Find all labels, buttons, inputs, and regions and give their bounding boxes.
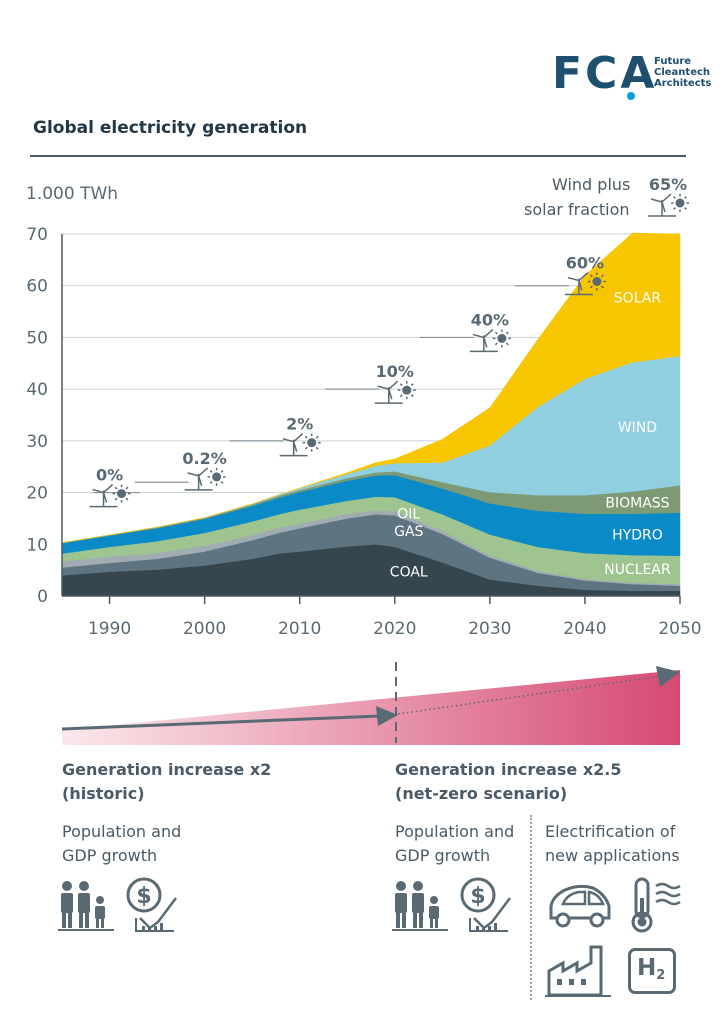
title-divider (30, 155, 686, 157)
svg-text:$: $ (470, 884, 485, 909)
hydrogen-icon: H2 (628, 948, 676, 994)
logo-letters: FCA (552, 48, 658, 99)
x-tick-label: 2020 (373, 619, 416, 639)
fraction-label: 40% (471, 310, 509, 329)
y-axis-unit-label: 1.000 TWh (26, 184, 119, 204)
x-tick-label: 1990 (88, 619, 131, 639)
right-panel-divider (530, 815, 532, 1000)
y-tick-label: 10 (26, 535, 48, 555)
series-label-solar: SOLAR (614, 291, 662, 307)
money-growth-icon: $ (126, 877, 177, 932)
series-label-nuclear: NUCLEAR (604, 562, 671, 578)
factory-icon (545, 945, 611, 997)
x-tick-label: 2000 (183, 619, 226, 639)
heat-thermometer-icon (631, 877, 681, 933)
right-heading-line-2: (net-zero scenario) (395, 784, 568, 803)
fraction-label: 0% (96, 466, 123, 485)
series-label-oil: OIL (397, 506, 420, 522)
wind-solar-caption-line-2: solar fraction (524, 200, 630, 219)
y-tick-label: 30 (26, 432, 48, 452)
left-heading-line-2: (historic) (62, 784, 145, 803)
x-tick-label: 2010 (278, 619, 321, 639)
series-label-biomass: BIOMASS (605, 496, 669, 512)
y-tick-label: 20 (26, 484, 48, 504)
series-label-wind: WIND (618, 420, 657, 436)
wind-solar-icon (647, 193, 690, 217)
generation-growth-bar (61, 662, 680, 745)
hydrogen-icon-subscript: 2 (656, 968, 666, 983)
y-tick-label: 40 (26, 380, 48, 400)
series-label-coal: COAL (390, 564, 428, 580)
wind-solar-icon (278, 432, 322, 457)
electrification-line-2: new applications (545, 846, 680, 865)
growth-wedge (62, 670, 680, 745)
fraction-label: 60% (566, 254, 604, 273)
svg-text:$: $ (136, 884, 151, 909)
logo-text: Future Cleantech Architects (654, 56, 711, 89)
wind-solar-icon (183, 467, 227, 491)
logo-dot (627, 92, 635, 100)
right-driver-line-2: GDP growth (395, 846, 491, 865)
wind-solar-caption-line-1: Wind plus (552, 175, 631, 194)
left-driver-line-1: Population and (62, 822, 182, 841)
y-tick-label: 50 (26, 328, 48, 348)
wind-solar-icon (88, 483, 132, 508)
right-driver-line-1: Population and (395, 822, 515, 841)
left-heading-line-1: Generation increase x2 (62, 760, 272, 779)
y-tick-label: 70 (26, 225, 48, 245)
electrification-line-1: Electrification of (545, 822, 676, 841)
right-heading-line-1: Generation increase x2.5 (395, 760, 622, 779)
historic-growth-arrowhead (376, 706, 398, 726)
series-label-gas: GAS (394, 524, 423, 540)
fraction-label: 0.2% (182, 449, 226, 468)
family-icon (392, 881, 448, 931)
electric-car-icon (549, 884, 611, 928)
fraction-label: 2% (286, 415, 313, 434)
x-tick-label: 2050 (658, 619, 701, 639)
x-tick-label: 2040 (563, 619, 606, 639)
series-label-hydro: HYDRO (612, 527, 663, 543)
fraction-label: 10% (376, 362, 414, 381)
logo-line-3: Architects (654, 78, 712, 89)
historic-growth-arrow-line (61, 714, 381, 731)
family-icon (58, 881, 114, 931)
wind-solar-icon (374, 380, 417, 404)
area-solar (61, 232, 681, 543)
logo-line-2: Cleantech (654, 67, 711, 78)
hydrogen-icon-label: H2 (637, 955, 666, 983)
y-tick-label: 60 (26, 277, 48, 297)
logo-line-1: Future (654, 56, 692, 67)
left-driver-line-2: GDP growth (62, 846, 158, 865)
future-growth-arrowhead (656, 666, 680, 687)
wind-solar-icon (469, 328, 512, 353)
fraction-label: 65% (649, 175, 687, 194)
money-growth-icon: $ (460, 877, 511, 932)
x-tick-label: 2030 (468, 619, 511, 639)
page-title: Global electricity generation (33, 118, 308, 138)
y-tick-label: 0 (37, 587, 48, 607)
